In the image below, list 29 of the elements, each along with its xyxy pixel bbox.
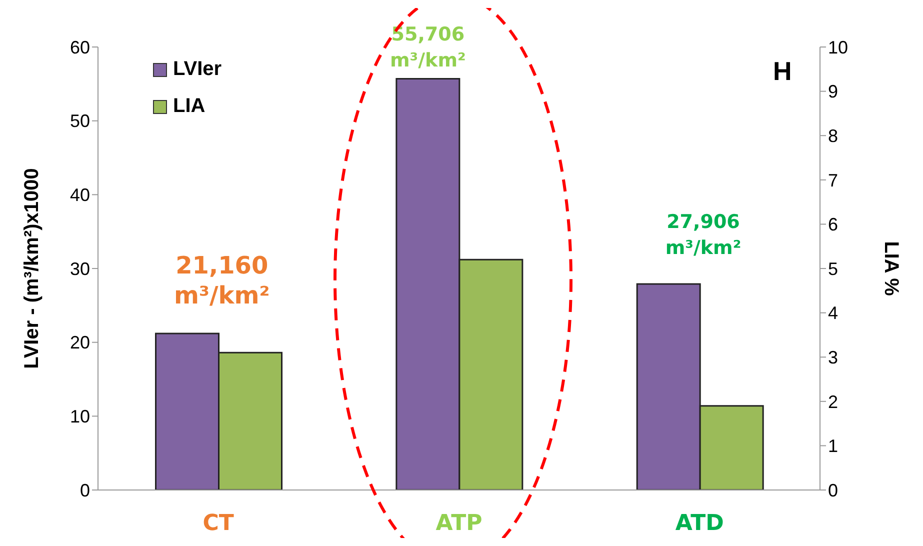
y-tick-label: 60 — [70, 37, 90, 58]
y2-tick-label: 6 — [828, 214, 838, 235]
annotation: 21,160 m³/km² — [174, 251, 270, 310]
y2-axis-title: LIA % — [880, 241, 902, 296]
y2-tick-label: 7 — [828, 170, 838, 190]
y-tick-label: 40 — [70, 185, 90, 206]
y2-tick-label: 4 — [828, 303, 838, 324]
y2-tick-label: 3 — [828, 347, 838, 368]
annotation: 27,906 m³/km² — [665, 211, 742, 260]
legend-label: LIA — [173, 95, 206, 118]
y-tick-label: 30 — [70, 258, 90, 279]
y-tick-label: 50 — [70, 111, 90, 132]
annotation: 55,706 m³/km² — [390, 24, 466, 72]
x-tick-label: CT — [202, 511, 234, 536]
y2-tick-label: 10 — [828, 37, 848, 58]
x-tick-label: ATD — [675, 511, 724, 536]
legend-label: LVIer — [173, 58, 222, 81]
y2-tick-label: 0 — [828, 480, 838, 500]
y-axis-title: LVIer - (m³/km²)x1000 — [21, 168, 44, 369]
y2-tick-label: 2 — [828, 392, 838, 412]
y-tick-label: 0 — [80, 480, 90, 500]
y2-tick-label: 9 — [828, 82, 838, 102]
y2-tick-label: 1 — [828, 436, 838, 456]
x-tick-label: ATP — [436, 511, 482, 536]
y2-tick-label: 5 — [828, 258, 838, 279]
annotation: H — [773, 56, 792, 87]
y2-tick-label: 8 — [828, 126, 838, 146]
y-tick-label: 10 — [70, 406, 90, 427]
y-tick-label: 20 — [70, 332, 90, 353]
